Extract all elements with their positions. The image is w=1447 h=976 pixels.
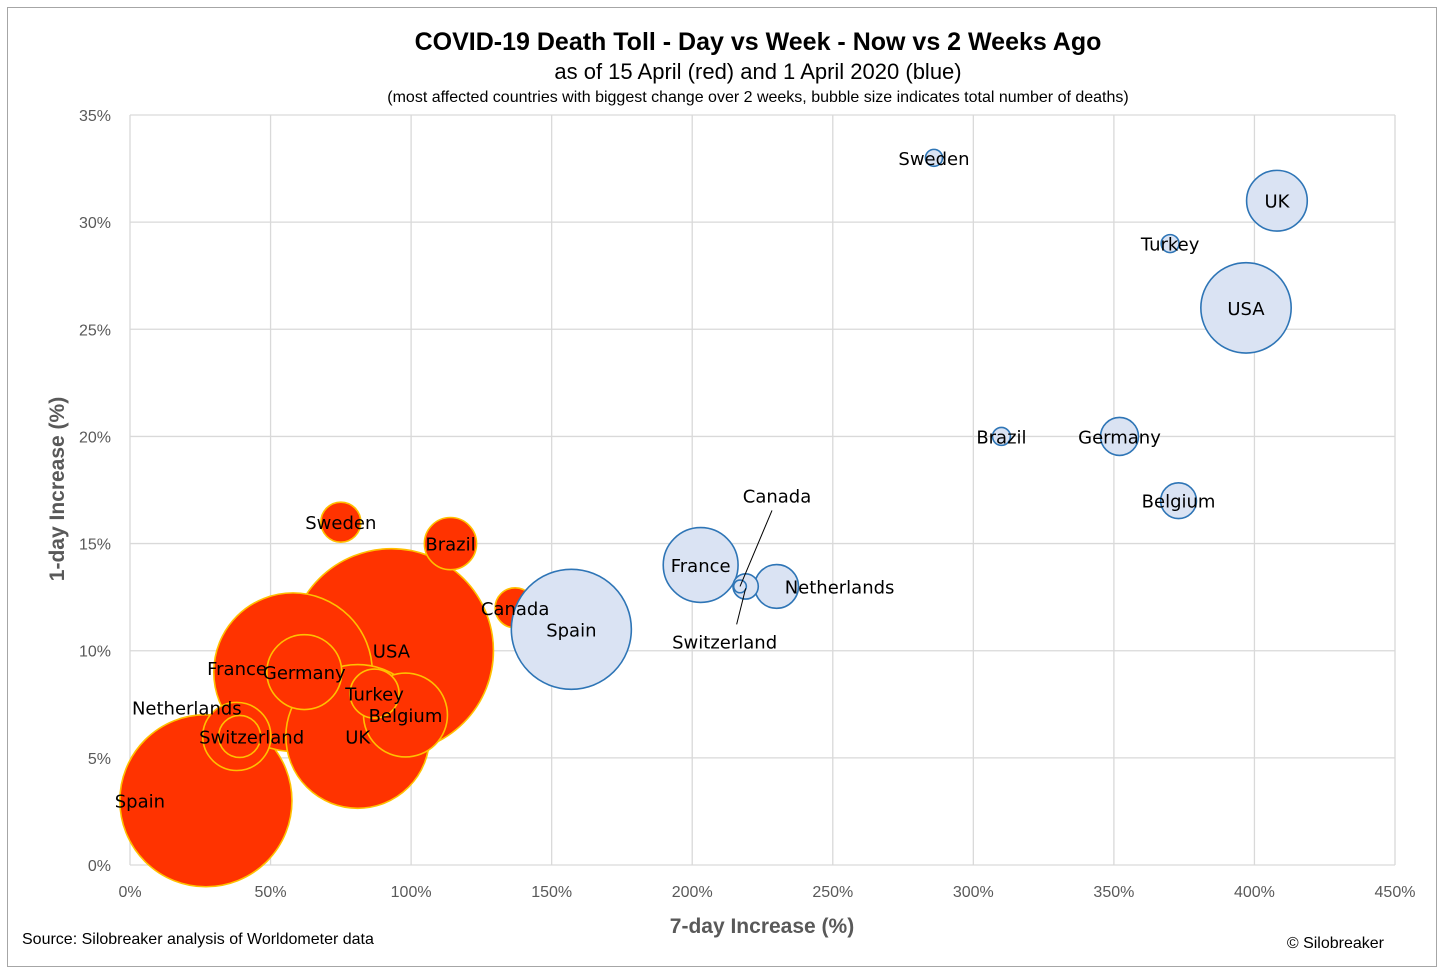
y-tick-label: 30% [79, 215, 111, 232]
x-axis-label: 7-day Increase (%) [670, 915, 854, 938]
bubble-switzerland-apr15 [217, 714, 262, 759]
x-tick-label: 300% [953, 884, 994, 901]
bubble-label-belgium: Belgium [369, 706, 443, 727]
bubble-label-canada: Canada [743, 486, 812, 507]
chart-subtitle: as of 15 April (red) and 1 April 2020 (b… [554, 59, 961, 84]
leader-line-switzerland [736, 588, 747, 625]
bubble-belgium-apr1 [1159, 482, 1198, 520]
bubble-label-turkey: Turkey [344, 685, 404, 706]
bubble-label-switzerland: Switzerland [199, 727, 304, 748]
bubble-label-usa: USA [373, 642, 411, 663]
bubble-label-uk: UK [1264, 192, 1290, 213]
x-tick-label: 350% [1093, 884, 1134, 901]
bubble-spain-apr1 [510, 568, 633, 691]
bubble-label-brazil: Brazil [976, 427, 1026, 448]
x-tick-label: 450% [1375, 884, 1416, 901]
bubble-label-belgium: Belgium [1142, 492, 1216, 513]
bubble-label-switzerland: Switzerland [672, 632, 777, 653]
y-tick-label: 15% [79, 537, 111, 554]
bubble-germany-apr1 [1099, 416, 1140, 457]
y-tick-label: 20% [79, 429, 111, 446]
y-tick-label: 0% [88, 858, 111, 875]
y-tick-labels: 0% 5% 10% 15% 20% 25% 30% 35% [79, 108, 111, 875]
copyright-note: © Silobreaker [1287, 935, 1385, 952]
chart-frame [7, 7, 1437, 967]
bubble-turkey-apr1 [1160, 233, 1180, 254]
bubble-france-apr1 [662, 526, 739, 604]
bubble-sweden-apr1 [924, 148, 944, 168]
y-tick-label: 10% [79, 644, 111, 661]
bubble-label-turkey: Turkey [1140, 235, 1200, 256]
bubble-label-netherlands: Netherlands [132, 698, 242, 719]
bubble-label-germany: Germany [1078, 427, 1161, 448]
bubble-label-netherlands: Netherlands [785, 577, 895, 598]
bubble-uk-apr1 [1245, 169, 1309, 232]
y-tick-label: 25% [79, 322, 111, 339]
bubble-label-canada: Canada [481, 599, 550, 620]
bubble-label-brazil: Brazil [425, 535, 475, 556]
chart-title: COVID-19 Death Toll - Day vs Week - Now … [415, 28, 1102, 56]
x-tick-label: 200% [672, 884, 713, 901]
x-tick-label: 150% [531, 884, 572, 901]
bubble-label-sweden: Sweden [305, 513, 376, 534]
bubble-turkey-apr15 [349, 668, 400, 719]
bubble-labels: USA Spain France UK Germany Belgium Netherland… [115, 149, 1291, 813]
x-tick-labels: 0% 50% 100% 150% 200% 250% 300% 350% 400% 450% [118, 884, 1415, 901]
y-axis-label: 1-day Increase (%) [46, 397, 69, 581]
y-tick-label: 5% [88, 751, 111, 768]
source-note: Source: Silobreaker analysis of Worldome… [22, 931, 374, 948]
x-tick-label: 50% [255, 884, 287, 901]
x-tick-label: 100% [391, 884, 432, 901]
bubble-label-france: France [671, 556, 731, 577]
bubble-label-spain: Spain [546, 620, 596, 641]
bubble-germany-apr15 [266, 633, 343, 711]
bubbles [119, 148, 1309, 888]
bubble-label-usa: USA [1227, 299, 1265, 320]
leader-lines [736, 510, 773, 625]
y-tick-label: 35% [79, 108, 111, 125]
bubble-usa-apr1 [1200, 261, 1292, 354]
bubble-label-spain: Spain [115, 792, 165, 813]
bubble-label-france: France [207, 659, 267, 680]
bubble-label-uk: UK [345, 727, 371, 748]
x-tick-label: 250% [812, 884, 853, 901]
x-tick-label: 0% [118, 884, 141, 901]
bubble-label-sweden: Sweden [898, 149, 969, 170]
chart-note: (most affected countries with biggest ch… [387, 89, 1128, 106]
x-tick-label: 400% [1234, 884, 1275, 901]
leader-line-canada [739, 510, 773, 587]
bubble-brazil-apr15 [423, 516, 478, 571]
bubble-label-germany: Germany [263, 663, 346, 684]
bubble-sweden-apr15 [320, 501, 362, 543]
bubble-brazil-apr1 [991, 426, 1012, 447]
